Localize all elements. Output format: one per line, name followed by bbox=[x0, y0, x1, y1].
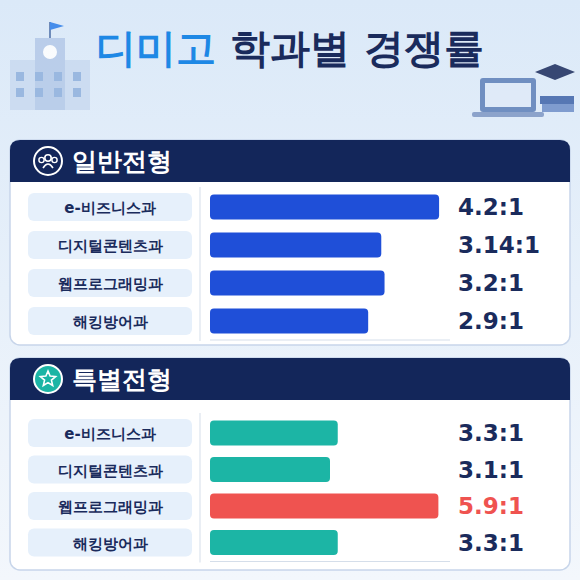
category-box bbox=[28, 419, 192, 447]
bar bbox=[210, 195, 439, 220]
decoration bbox=[10, 22, 575, 117]
data-label: 3.1:1 bbox=[458, 457, 524, 483]
window bbox=[54, 88, 62, 97]
category-label: 디지털콘텐츠과 bbox=[58, 462, 163, 480]
icon-person bbox=[52, 157, 57, 162]
panel-header bbox=[10, 358, 570, 400]
data-label: 3.14:1 bbox=[458, 232, 540, 258]
title-part: 학과별 경쟁률 bbox=[216, 25, 484, 71]
bar bbox=[210, 457, 330, 482]
window bbox=[16, 72, 24, 81]
laptop-base bbox=[472, 112, 544, 117]
category-label: 웹프로그래밍과 bbox=[58, 498, 163, 516]
flag bbox=[50, 22, 64, 30]
window bbox=[35, 88, 43, 97]
title-part: 디미고 bbox=[96, 25, 216, 71]
book bbox=[542, 104, 574, 112]
panel-frame bbox=[10, 140, 570, 345]
icon-person bbox=[39, 157, 44, 162]
bar bbox=[210, 421, 338, 446]
category-box bbox=[28, 529, 192, 557]
window bbox=[35, 72, 43, 81]
panel-header bbox=[10, 140, 570, 182]
building-tower bbox=[35, 38, 65, 110]
icon-person bbox=[45, 155, 51, 161]
category-label: 웹프로그래밍과 bbox=[58, 275, 163, 293]
data-label: 4.2:1 bbox=[458, 194, 524, 220]
icon-star bbox=[40, 371, 55, 385]
background bbox=[0, 0, 580, 580]
bars bbox=[210, 195, 439, 334]
data-label: 5.9:1 bbox=[458, 493, 524, 519]
category-box bbox=[28, 456, 192, 484]
canvas: 디미고 학과별 경쟁률일반전형 e-비즈니스과 4.2:1 디지털콘텐츠과 3.14:1… bbox=[0, 0, 580, 580]
category-box bbox=[28, 269, 192, 297]
axis-line bbox=[210, 340, 450, 341]
icon-ring bbox=[34, 147, 62, 175]
title: 디미고 학과별 경쟁률 bbox=[96, 25, 484, 71]
category-label: 해킹방어과 bbox=[73, 535, 148, 553]
category-label: e-비즈니스과 bbox=[64, 425, 155, 443]
panel-title: 특별전형 bbox=[72, 365, 172, 394]
window bbox=[16, 88, 24, 97]
window bbox=[73, 88, 81, 97]
bar bbox=[210, 233, 381, 258]
bar bbox=[210, 530, 338, 555]
category-box bbox=[28, 307, 192, 335]
bar bbox=[210, 494, 438, 519]
category-label: 디지털콘텐츠과 bbox=[58, 237, 163, 255]
grad-cap bbox=[535, 64, 575, 80]
chart-panel: 일반전형 e-비즈니스과 4.2:1 디지털콘텐츠과 3.14:1 웹프로그래밍과 3.2:… bbox=[10, 140, 570, 345]
window bbox=[73, 72, 81, 81]
axis-line bbox=[210, 561, 450, 562]
data-label: 3.2:1 bbox=[458, 270, 524, 296]
panel-title: 일반전형 bbox=[72, 147, 172, 176]
clock bbox=[43, 45, 57, 59]
category-label: 해킹방어과 bbox=[73, 313, 148, 331]
data-label: 3.3:1 bbox=[458, 530, 524, 556]
category-box bbox=[28, 193, 192, 221]
chart-panel: 특별전형 e-비즈니스과 3.3:1 디지털콘텐츠과 3.1:1 웹프로그래밍과 5.9:1… bbox=[10, 358, 570, 570]
laptop-display bbox=[485, 83, 531, 107]
window bbox=[54, 72, 62, 81]
icon-ring bbox=[34, 365, 62, 393]
separator bbox=[200, 187, 201, 341]
icon-body bbox=[43, 164, 53, 168]
data-label: 2.9:1 bbox=[458, 308, 524, 334]
category-box bbox=[28, 492, 192, 520]
data-label: 3.3:1 bbox=[458, 420, 524, 446]
category-label: e-비즈니스과 bbox=[64, 199, 155, 217]
panel-frame bbox=[10, 358, 570, 570]
category-box bbox=[28, 231, 192, 259]
laptop-screen bbox=[480, 78, 536, 112]
separator bbox=[200, 413, 201, 563]
bar bbox=[210, 309, 368, 334]
bars bbox=[210, 421, 438, 556]
book bbox=[540, 96, 574, 104]
bar bbox=[210, 271, 385, 296]
